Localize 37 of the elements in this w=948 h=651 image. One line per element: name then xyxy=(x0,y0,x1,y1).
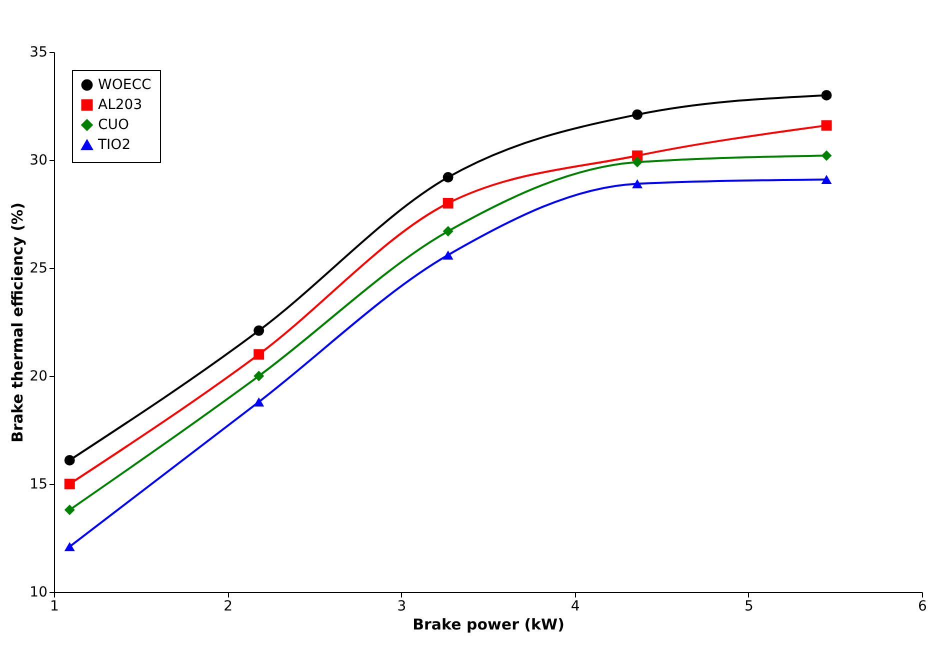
legend-label: WOECC xyxy=(98,77,152,93)
y-tick-label: 15 xyxy=(30,476,48,492)
x-tick-label: 2 xyxy=(224,598,233,614)
point xyxy=(821,120,832,131)
y-tick-label: 25 xyxy=(30,260,48,276)
point xyxy=(632,109,643,120)
point xyxy=(64,455,75,466)
point xyxy=(64,504,75,516)
point xyxy=(821,90,832,100)
y-axis-title: Brake thermal efficiency (%) xyxy=(8,202,27,442)
y-tick-label: 20 xyxy=(30,368,48,384)
legend-label: CUO xyxy=(98,117,130,133)
point xyxy=(64,478,75,490)
point xyxy=(632,156,643,168)
point xyxy=(64,542,75,552)
legend-label: AL203 xyxy=(98,97,142,113)
x-tick-label: 5 xyxy=(744,598,754,614)
point xyxy=(821,174,832,184)
point xyxy=(254,370,264,382)
point xyxy=(254,325,264,336)
x-tick-label: 1 xyxy=(50,598,59,614)
point xyxy=(254,397,264,406)
point xyxy=(821,150,832,161)
y-tick-label: 30 xyxy=(30,152,48,168)
point xyxy=(442,250,454,260)
point xyxy=(632,179,643,188)
x-tick-label: 3 xyxy=(397,598,406,614)
y-tick-label: 35 xyxy=(30,44,48,60)
point xyxy=(442,198,454,208)
x-tick-label: 6 xyxy=(918,598,928,614)
x-axis-title: Brake power (kW) xyxy=(412,616,564,634)
point xyxy=(442,226,454,237)
legend-label: TIO2 xyxy=(97,137,131,153)
y-tick-label: 10 xyxy=(30,584,48,600)
point xyxy=(442,172,454,183)
point xyxy=(254,349,264,360)
x-tick-label: 4 xyxy=(570,598,580,614)
